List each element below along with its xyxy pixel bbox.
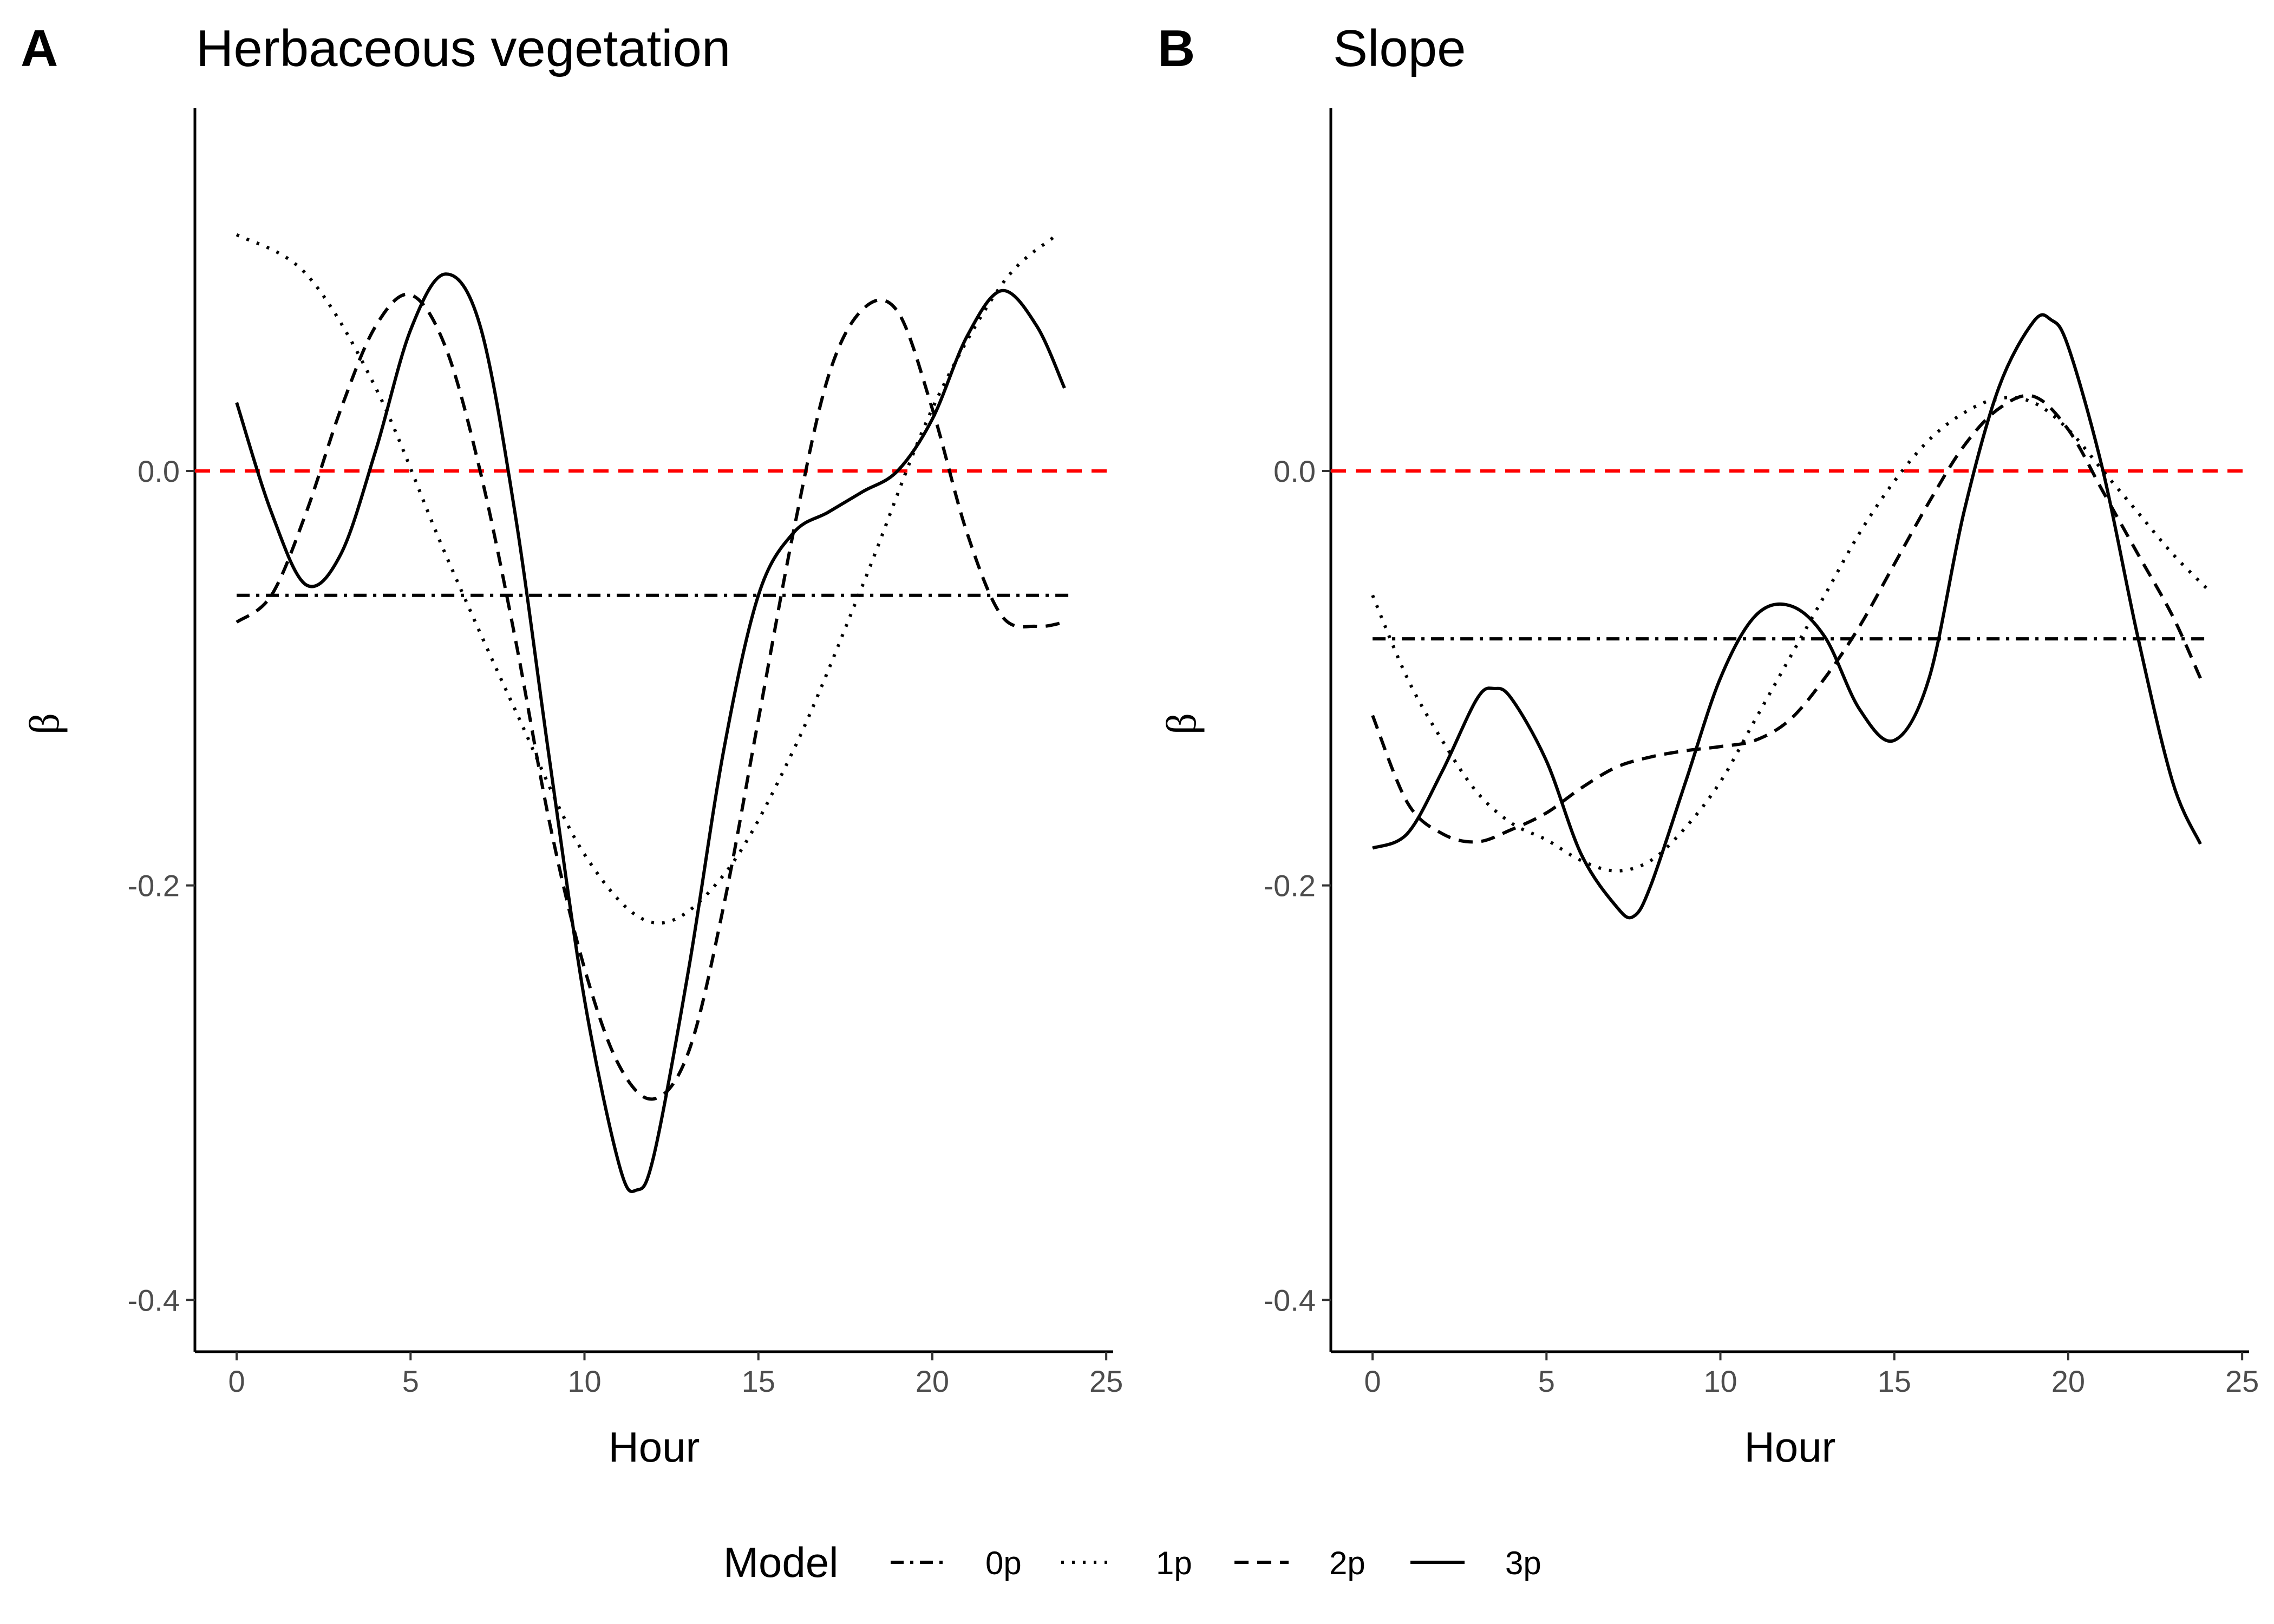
panel-letter-b: B — [1158, 19, 1195, 77]
panel-a-title: Herbaceous vegetation — [196, 19, 730, 77]
x-tick-label-b: 10 — [1703, 1364, 1737, 1398]
x-tick-label-b: 20 — [2051, 1364, 2085, 1398]
x-tick-label-b: 0 — [1364, 1364, 1381, 1398]
panel-b-title: Slope — [1333, 19, 1466, 77]
y-axis-title-a: β — [21, 713, 68, 735]
panel-a: A Herbaceous vegetation 0 5 10 15 20 25 0.0 -0.… — [21, 19, 1123, 1471]
legend-label-1p: 1p — [1156, 1545, 1192, 1581]
y-tick-label-b: -0.4 — [1264, 1283, 1316, 1317]
y-tick-label-b: -0.2 — [1264, 869, 1316, 903]
x-tick-label-b: 25 — [2225, 1364, 2259, 1398]
plot-area-b: 0 5 10 15 20 25 0.0 -0.2 -0.4 — [1264, 108, 2259, 1398]
x-tick-label-a: 25 — [1089, 1364, 1123, 1398]
x-tick-label-a: 15 — [742, 1364, 775, 1398]
series-2p-line-a — [236, 292, 1065, 1101]
x-tick-label-b: 15 — [1878, 1364, 1911, 1398]
legend-title: Model — [723, 1538, 838, 1586]
plot-area-a: 0 5 10 15 20 25 0.0 -0.2 -0.4 — [128, 108, 1123, 1398]
series-2p-line-b — [1371, 394, 2202, 844]
legend-label-3p: 3p — [1505, 1545, 1541, 1581]
x-tick-label-a: 5 — [402, 1364, 419, 1398]
x-tick-label-b: 5 — [1538, 1364, 1555, 1398]
legend-label-0p: 0p — [985, 1545, 1022, 1581]
y-tick-label-a: -0.4 — [128, 1283, 180, 1317]
x-axis-title-a: Hour — [608, 1423, 700, 1471]
y-axis-title-b: β — [1158, 713, 1205, 735]
legend-label-2p: 2p — [1329, 1545, 1365, 1581]
x-tick-label-a: 0 — [228, 1364, 245, 1398]
x-tick-label-a: 20 — [916, 1364, 949, 1398]
panel-letter-a: A — [21, 19, 58, 77]
series-3p-line-b — [1371, 313, 2202, 920]
series-3p-line-a — [235, 272, 1066, 1193]
legend: Model 0p 1p 2p 3p — [723, 1538, 1541, 1586]
panel-b: B Slope 0 5 10 15 20 25 0.0 -0.2 -0.4 Hour β — [1158, 19, 2259, 1471]
y-tick-label-a: -0.2 — [128, 869, 180, 903]
y-tick-label-a: 0.0 — [138, 454, 180, 488]
x-axis-title-b: Hour — [1744, 1423, 1835, 1471]
x-tick-label-a: 10 — [567, 1364, 601, 1398]
y-tick-label-b: 0.0 — [1273, 454, 1316, 488]
